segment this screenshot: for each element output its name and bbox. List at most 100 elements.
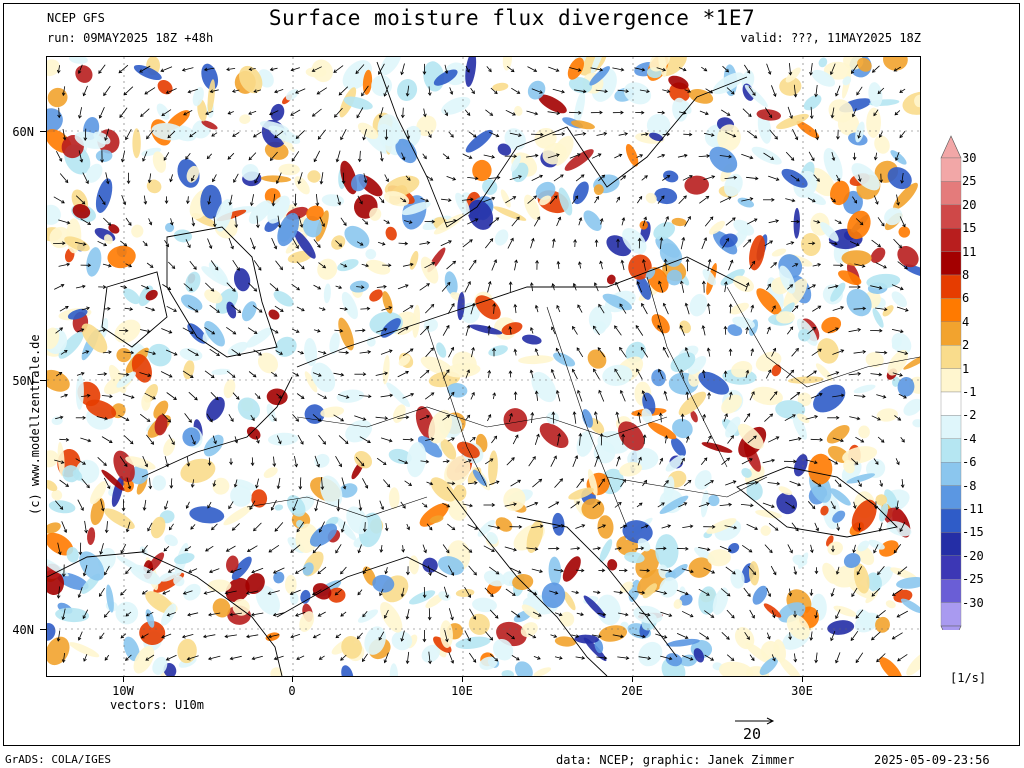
wind-vector-head	[234, 224, 239, 228]
wind-vector	[639, 89, 650, 92]
wind-vector-head	[208, 569, 213, 574]
wind-vector	[380, 545, 383, 553]
wind-vector	[597, 524, 606, 529]
wind-vector-head	[451, 526, 456, 531]
wind-vector-head	[616, 238, 620, 242]
wind-vector	[805, 415, 818, 420]
map-panel	[46, 56, 921, 677]
wind-vector	[316, 87, 328, 95]
wind-vector-head	[752, 571, 757, 576]
field-cell	[154, 414, 168, 436]
field-cell	[760, 525, 771, 536]
field-cell	[717, 124, 741, 152]
wind-vector-head	[603, 656, 608, 660]
wind-vector-head	[148, 485, 153, 490]
field-cell	[145, 289, 158, 301]
wind-vector-head	[855, 659, 860, 664]
wind-vector-head	[817, 263, 822, 267]
wind-vector	[276, 172, 282, 184]
wind-vector-head	[295, 90, 299, 94]
wind-vector-head	[835, 659, 839, 664]
wind-vector	[105, 172, 109, 184]
wind-vector-head	[171, 265, 176, 269]
wind-vector-head	[789, 326, 794, 331]
wind-vector	[870, 285, 882, 289]
wind-vector-head	[189, 374, 194, 378]
field-cell	[638, 641, 663, 667]
wind-vector-head	[615, 281, 619, 286]
wind-vector	[402, 263, 414, 267]
wind-vector-head	[190, 526, 194, 530]
wind-vector-head	[100, 159, 104, 163]
colorbar-swatch	[940, 508, 962, 533]
wind-vector	[468, 565, 477, 576]
wind-vector	[509, 175, 522, 181]
wind-vector	[527, 589, 537, 595]
wind-vector-head	[534, 501, 539, 506]
wind-vector-head	[446, 414, 451, 419]
wind-vector	[292, 414, 299, 422]
wind-vector-head	[382, 461, 387, 466]
field-cell	[179, 347, 203, 361]
field-cell	[421, 644, 440, 663]
field-cell	[725, 416, 741, 438]
wind-vector-head	[106, 485, 111, 490]
wind-vector-head	[338, 285, 343, 289]
wind-vector-head	[898, 244, 903, 249]
wind-vector-head	[105, 180, 110, 185]
field-cell	[441, 96, 471, 115]
wind-vector	[253, 260, 262, 271]
wind-vector-head	[707, 392, 711, 396]
wind-vector-head	[77, 594, 82, 599]
wind-vector	[363, 128, 367, 140]
wind-vector	[125, 654, 132, 661]
wind-vector	[767, 482, 780, 485]
field-cell	[830, 488, 851, 506]
field-cell	[750, 386, 783, 406]
wind-vector-head	[812, 284, 816, 288]
wind-vector-head	[793, 614, 797, 618]
wind-vector-head	[362, 570, 367, 575]
wind-vector	[705, 88, 713, 94]
wind-vector	[210, 89, 219, 93]
wind-vector-head	[555, 389, 560, 394]
wind-vector	[102, 263, 112, 267]
wind-vector	[445, 220, 457, 224]
wind-vector	[166, 392, 177, 400]
wind-vector-head	[813, 460, 818, 465]
wind-vector	[484, 238, 494, 249]
wind-vector	[684, 89, 691, 93]
wind-vector-head	[703, 457, 708, 462]
wind-vector-head	[775, 219, 780, 223]
wind-vector-head	[445, 594, 449, 599]
wind-vector-head	[832, 198, 836, 203]
wind-vector-head	[491, 155, 496, 159]
wind-vector-head	[852, 549, 856, 554]
wind-vector-head	[687, 479, 692, 484]
copyright-label: (c) www.modellzentrale.de	[28, 334, 42, 515]
wind-vector	[464, 630, 471, 642]
wind-vector-head	[253, 288, 258, 292]
field-cell	[706, 518, 737, 534]
wind-vector	[142, 590, 148, 595]
wind-vector-head	[84, 529, 88, 534]
field-cell	[165, 222, 175, 233]
field-cell	[85, 399, 117, 419]
wind-vector-head	[430, 347, 434, 351]
wind-vector	[721, 457, 730, 466]
wind-vector-head	[537, 613, 542, 617]
wind-vector-head	[195, 352, 199, 356]
wind-vector-head	[104, 137, 108, 141]
wind-vector	[663, 216, 669, 227]
wind-vector-head	[338, 463, 342, 468]
field-cell	[903, 351, 920, 370]
wind-vector	[80, 437, 91, 442]
wind-vector-head	[511, 635, 516, 640]
wind-vector	[874, 152, 878, 160]
wind-vector-head	[467, 280, 471, 285]
wind-vector-head	[277, 224, 282, 229]
wind-vector-head	[706, 302, 711, 307]
wind-vector	[355, 64, 365, 74]
wind-vector	[251, 612, 264, 616]
wind-vector	[870, 373, 882, 376]
